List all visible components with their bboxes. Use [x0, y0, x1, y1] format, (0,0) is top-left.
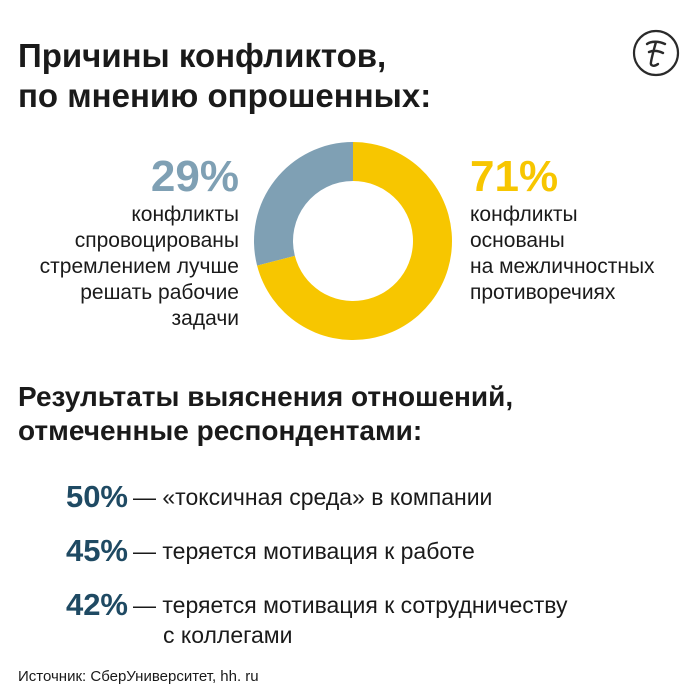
result-percent-work-motivation: 45% — [65, 533, 128, 568]
source-note: Источник: СберУниверситет, hh. ru — [18, 668, 259, 685]
results-title: Результаты выяснения отношений, отмеченн… — [18, 380, 658, 448]
results-title-line-2: отмеченные респондентами: — [18, 415, 423, 446]
work-desc-line: спровоцированы — [74, 229, 239, 252]
interpersonal-desc-line: противоречиях — [470, 281, 616, 304]
result-percent-toxic: 50% — [65, 479, 128, 514]
interpersonal-desc-line: конфликты — [470, 203, 578, 226]
slice-interpersonal — [257, 142, 452, 340]
work-desc-line: стремлением лучше — [39, 255, 239, 278]
title-line-2: по мнению опрошенных: — [18, 77, 432, 114]
work-desc-line: решать рабочие — [80, 281, 239, 304]
result-percent-cooperation-motivation: 42% — [65, 587, 128, 622]
work-desc-line: конфликты — [131, 203, 239, 226]
result-text-work-motivation: — теряется мотивация к работе — [133, 536, 673, 566]
result-text-line: — «токсичная среда» в компании — [133, 484, 493, 510]
page-title: Причины конфликтов, по мнению опрошенных… — [18, 36, 578, 116]
result-text-cooperation-motivation: — теряется мотивация к сотрудничеству с … — [133, 590, 673, 650]
interpersonal-desc-line: основаны — [470, 229, 565, 252]
work-description: конфликты спровоцированы стремлением луч… — [40, 202, 239, 332]
newspaper-logo-icon — [632, 29, 680, 77]
slice-work-tasks — [254, 142, 353, 266]
results-title-line-1: Результаты выяснения отношений, — [18, 381, 514, 412]
title-line-1: Причины конфликтов, — [18, 37, 387, 74]
interpersonal-percent-label: 71% — [470, 152, 559, 201]
work-desc-line: задачи — [171, 307, 239, 330]
result-text-line: с коллегами — [163, 622, 293, 648]
donut-chart — [254, 142, 452, 340]
result-text-toxic: — «токсичная среда» в компании — [133, 482, 673, 512]
result-text-line: — теряется мотивация к работе — [133, 538, 475, 564]
interpersonal-desc-line: на межличностных — [470, 255, 655, 278]
interpersonal-description: конфликты основаны на межличностных прот… — [470, 202, 655, 306]
work-percent-label: 29% — [150, 152, 239, 201]
result-text-line: — теряется мотивация к сотрудничеству — [133, 592, 568, 618]
